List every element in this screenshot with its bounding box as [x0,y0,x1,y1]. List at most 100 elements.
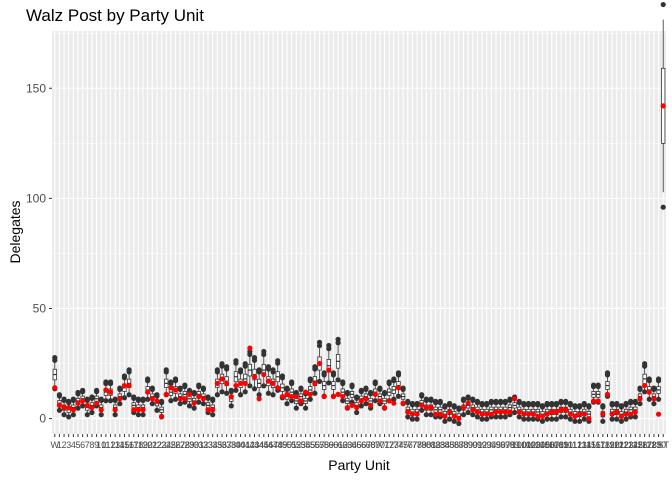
simulated-point [214,392,220,398]
x-tick-label: 48 [273,440,283,450]
simulated-point [484,416,490,422]
x-tick-label: 56 [310,440,320,450]
simulated-point [409,400,416,407]
actual-point [637,396,643,402]
simulated-point [433,398,439,404]
simulated-point [372,398,378,404]
x-tick-label: 29 [184,440,194,450]
simulated-point [423,412,429,418]
simulated-point [479,400,485,407]
simulated-point [135,412,141,418]
actual-point [535,413,541,419]
simulated-point [414,400,420,407]
actual-point [553,409,559,415]
simulated-point [307,396,313,402]
y-axis-label: Delegates [7,200,23,263]
simulated-point [586,403,592,409]
simulated-point [140,396,146,402]
actual-point [479,411,485,417]
simulated-point [270,392,276,398]
simulated-point [172,396,179,402]
actual-point [261,371,267,378]
simulated-point [567,400,573,407]
x-tick-label: 111 [563,440,577,450]
actual-point [70,407,76,413]
simulated-point [89,409,95,416]
actual-point [219,376,225,382]
actual-point [265,378,272,384]
chart-title: Walz Post by Party Unit [26,6,204,25]
actual-point [293,393,299,400]
x-tick-label: 88 [458,440,468,450]
simulated-point [632,398,638,404]
x-tick-label: 19 [138,440,148,450]
simulated-point [581,400,587,407]
simulated-point [61,412,67,418]
simulated-point [247,383,253,389]
actual-point [159,413,165,419]
simulated-point [316,378,323,384]
simulated-point [112,396,118,402]
simulated-point [284,401,290,407]
actual-point [270,380,276,386]
simulated-point [159,398,165,404]
actual-point [567,411,573,417]
x-tick-label: 81 [426,440,436,450]
actual-point [558,407,564,413]
actual-point [349,402,355,408]
simulated-point [61,396,67,402]
x-tick-label: 14 [115,440,125,450]
actual-point [474,409,481,415]
simulated-point [56,392,63,398]
x-tick-label: 31 [194,440,204,450]
x-tick-label: 26 [171,440,181,450]
x-tick-label: 22 [152,440,162,450]
simulated-point [163,367,169,373]
plot-panel [52,31,666,434]
x-tick-label: 83 [435,440,445,450]
x-tick-label: 124 [623,440,638,450]
x-tick-label: 52 [291,440,301,450]
actual-point [651,396,657,402]
actual-point [544,411,550,417]
simulated-point [646,376,652,382]
simulated-point [293,405,299,411]
actual-point [302,389,309,395]
actual-point [205,407,211,413]
x-tick-label: 61 [333,440,343,450]
x-tick-label: 116 [586,440,600,450]
actual-point [237,380,244,386]
actual-point [80,398,86,404]
x-tick-label: 60 [328,440,338,450]
simulated-point [632,414,638,420]
actual-point [618,413,625,419]
simulated-point [293,389,299,396]
simulated-point [623,400,629,407]
simulated-point [126,367,132,373]
actual-point [604,391,611,397]
actual-point [126,382,132,389]
simulated-point [140,412,146,418]
actual-point [395,385,402,391]
simulated-point [316,339,323,345]
actual-point [298,398,304,404]
simulated-point [577,403,583,409]
simulated-point [460,412,467,418]
actual-point [312,380,318,386]
actual-point [368,402,374,408]
x-tick-label: 107 [544,440,559,450]
x-tick-label: 90 [468,440,478,450]
simulated-point [498,414,504,420]
boxplots [52,19,666,423]
x-tick-label: 17 [129,440,139,450]
actual-point [186,391,193,397]
simulated-point [419,407,425,413]
simulated-point [224,390,230,396]
x-tick-label: 76 [403,440,413,450]
simulated-point [516,398,522,404]
actual-point [595,398,601,404]
simulated-point [446,400,453,407]
simulated-point [646,396,652,402]
simulated-point [279,373,285,379]
